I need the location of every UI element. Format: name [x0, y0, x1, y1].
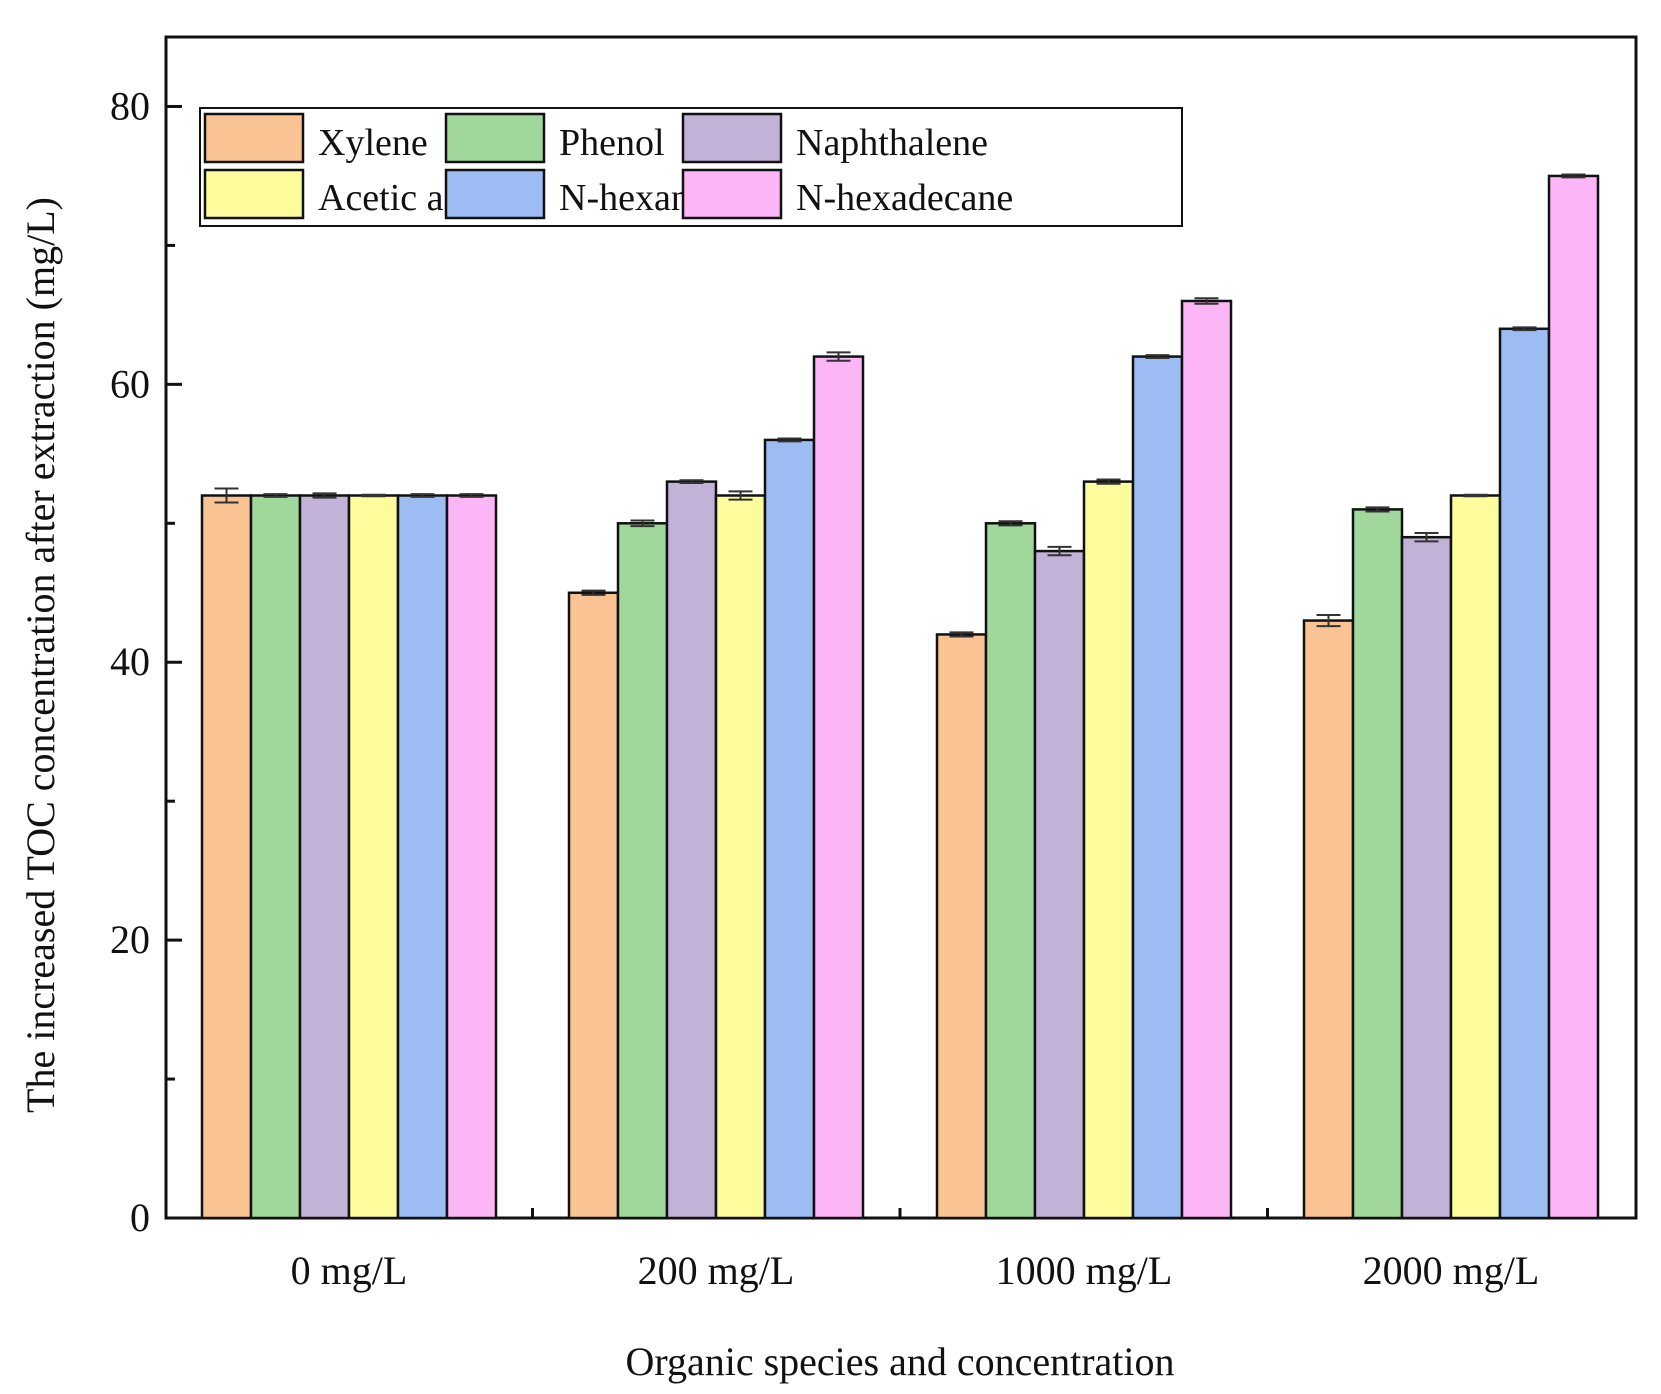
error-bar-n-hexadecane-2000-mg-l: [1561, 173, 1586, 179]
bar-phenol-2000-mg-l: [1351, 508, 1404, 1220]
legend-label: Naphthalene: [796, 122, 988, 164]
bar-n-hexane-1000-mg-l: [1131, 355, 1184, 1220]
legend-label: Xylene: [318, 122, 428, 164]
y-tick-label: 80: [110, 83, 150, 128]
bar-n-hexane-0-mg-l: [396, 494, 449, 1220]
y-tick-label: 0: [130, 1195, 150, 1240]
x-tick-label: 0 mg/L: [291, 1248, 408, 1293]
legend-label: N-hexadecane: [796, 177, 1013, 219]
legend-swatch: [444, 168, 546, 220]
y-tick-label: 20: [110, 917, 150, 962]
error-bar-naphthalene-200-mg-l: [679, 479, 704, 485]
bar-acetic-acid-0-mg-l: [347, 494, 400, 1220]
bar-xylene-200-mg-l: [567, 591, 620, 1220]
bar-naphthalene-0-mg-l: [298, 494, 351, 1220]
bar-naphthalene-200-mg-l: [665, 480, 718, 1220]
error-bar-n-hexane-0-mg-l: [410, 493, 435, 498]
error-bar-phenol-200-mg-l: [630, 519, 655, 528]
bar-acetic-acid-200-mg-l: [714, 494, 767, 1220]
bar-naphthalene-2000-mg-l: [1400, 535, 1453, 1220]
legend-swatch: [203, 168, 305, 220]
bar-phenol-200-mg-l: [616, 522, 669, 1220]
error-bar-xylene-0-mg-l: [214, 487, 239, 504]
bar-n-hexane-200-mg-l: [763, 438, 816, 1220]
bar-n-hexadecane-200-mg-l: [812, 355, 865, 1220]
error-bar-phenol-0-mg-l: [263, 493, 288, 498]
bar-xylene-0-mg-l: [200, 494, 253, 1220]
legend-swatch: [681, 112, 783, 164]
bar-n-hexane-2000-mg-l: [1498, 327, 1551, 1220]
error-bar-n-hexadecane-1000-mg-l: [1194, 297, 1219, 305]
legend-swatch: [444, 112, 546, 164]
legend-item-phenol: Phenol: [444, 112, 665, 164]
legend-item-naphthalene: Naphthalene: [681, 112, 988, 164]
bar-phenol-0-mg-l: [249, 494, 302, 1220]
error-bar-phenol-2000-mg-l: [1365, 506, 1390, 513]
error-bar-naphthalene-0-mg-l: [312, 492, 337, 499]
legend-label: Phenol: [559, 122, 665, 164]
error-bar-n-hexane-1000-mg-l: [1145, 354, 1170, 359]
error-bar-n-hexadecane-0-mg-l: [459, 493, 484, 498]
plot-area: 0 20 40 60 80 0 mg/L 200 mg/L 1000 mg/L 2000 mg/…: [110, 35, 1638, 1293]
y-tick-label: 60: [110, 361, 150, 406]
x-tick-label: 200 mg/L: [638, 1248, 795, 1293]
error-bar-n-hexadecane-200-mg-l: [826, 351, 851, 362]
error-bar-xylene-1000-mg-l: [949, 631, 974, 638]
error-bar-xylene-2000-mg-l: [1316, 613, 1341, 628]
y-axis-title: The increased TOC concentration after ex…: [18, 197, 63, 1113]
error-bar-acetic-acid-2000-mg-l: [1463, 493, 1488, 498]
bar-xylene-2000-mg-l: [1302, 619, 1355, 1220]
legend-swatch: [203, 112, 305, 164]
bar-xylene-1000-mg-l: [935, 633, 988, 1220]
bar-acetic-acid-1000-mg-l: [1082, 480, 1135, 1220]
error-bar-naphthalene-1000-mg-l: [1047, 545, 1072, 557]
legend-item-n-hexadecane: N-hexadecane: [681, 168, 1013, 220]
bar-n-hexadecane-2000-mg-l: [1547, 174, 1600, 1220]
error-bar-acetic-acid-200-mg-l: [728, 490, 753, 501]
x-tick-label: 1000 mg/L: [996, 1248, 1173, 1293]
y-tick-label: 40: [110, 639, 150, 684]
bar-n-hexadecane-0-mg-l: [445, 494, 498, 1220]
error-bar-n-hexane-200-mg-l: [777, 437, 802, 443]
error-bar-acetic-acid-1000-mg-l: [1096, 478, 1121, 485]
error-bar-xylene-200-mg-l: [581, 589, 606, 596]
legend-swatch: [681, 168, 783, 220]
error-bar-acetic-acid-0-mg-l: [361, 493, 386, 498]
error-bar-n-hexane-2000-mg-l: [1512, 326, 1537, 332]
legend-item-n-hexane: N-hexane: [444, 168, 707, 220]
bar-naphthalene-1000-mg-l: [1033, 549, 1086, 1220]
bar-phenol-1000-mg-l: [984, 522, 1037, 1220]
error-bar-naphthalene-2000-mg-l: [1414, 532, 1439, 543]
x-axis-title: Organic species and concentration: [625, 1339, 1174, 1384]
error-bar-phenol-1000-mg-l: [998, 520, 1023, 527]
bar-acetic-acid-2000-mg-l: [1449, 494, 1502, 1220]
bar-n-hexadecane-1000-mg-l: [1180, 299, 1233, 1220]
x-tick-label: 2000 mg/L: [1363, 1248, 1540, 1293]
legend-item-xylene: Xylene: [203, 112, 428, 164]
